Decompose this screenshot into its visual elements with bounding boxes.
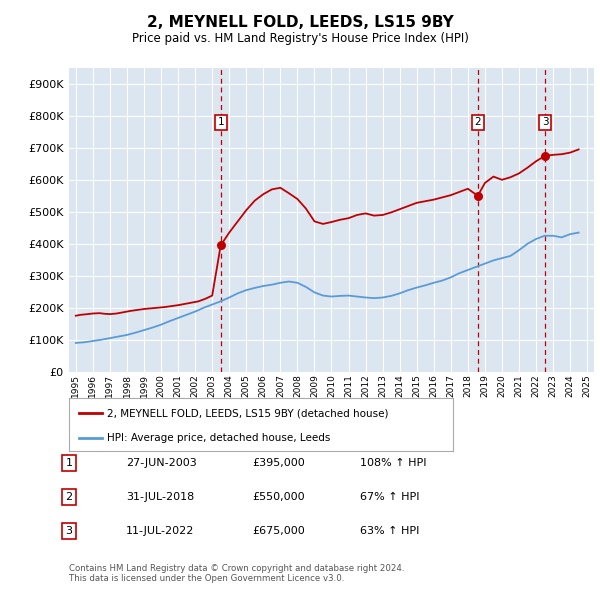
Text: Contains HM Land Registry data © Crown copyright and database right 2024.
This d: Contains HM Land Registry data © Crown c… xyxy=(69,563,404,583)
Text: 3: 3 xyxy=(65,526,73,536)
Text: 1: 1 xyxy=(65,458,73,468)
Text: Price paid vs. HM Land Registry's House Price Index (HPI): Price paid vs. HM Land Registry's House … xyxy=(131,32,469,45)
Text: £550,000: £550,000 xyxy=(252,492,305,502)
Text: 31-JUL-2018: 31-JUL-2018 xyxy=(126,492,194,502)
Text: 2: 2 xyxy=(65,492,73,502)
Point xyxy=(216,241,226,250)
Point xyxy=(540,151,550,160)
Text: 3: 3 xyxy=(542,117,548,127)
Text: 67% ↑ HPI: 67% ↑ HPI xyxy=(360,492,419,502)
Text: 63% ↑ HPI: 63% ↑ HPI xyxy=(360,526,419,536)
Text: HPI: Average price, detached house, Leeds: HPI: Average price, detached house, Leed… xyxy=(107,433,331,443)
Point xyxy=(473,191,482,201)
Text: £395,000: £395,000 xyxy=(252,458,305,468)
Text: 1: 1 xyxy=(217,117,224,127)
Text: 2, MEYNELL FOLD, LEEDS, LS15 9BY (detached house): 2, MEYNELL FOLD, LEEDS, LS15 9BY (detach… xyxy=(107,408,389,418)
Text: 108% ↑ HPI: 108% ↑ HPI xyxy=(360,458,427,468)
Text: 2: 2 xyxy=(475,117,481,127)
Text: 11-JUL-2022: 11-JUL-2022 xyxy=(126,526,194,536)
Text: 2, MEYNELL FOLD, LEEDS, LS15 9BY: 2, MEYNELL FOLD, LEEDS, LS15 9BY xyxy=(146,15,454,30)
Text: £675,000: £675,000 xyxy=(252,526,305,536)
Text: 27-JUN-2003: 27-JUN-2003 xyxy=(126,458,197,468)
